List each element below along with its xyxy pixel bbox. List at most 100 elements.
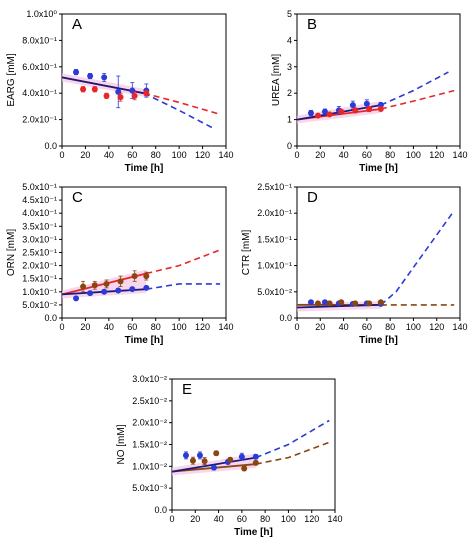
prediction-line xyxy=(255,441,330,465)
x-tick-label: 80 xyxy=(385,150,395,160)
y-tick-label: 5.0x10⁻² xyxy=(257,287,292,297)
x-tick-label: 140 xyxy=(452,150,467,160)
data-point xyxy=(314,300,321,307)
x-tick-label: 60 xyxy=(362,150,372,160)
x-tick-label: 80 xyxy=(260,514,270,524)
data-point xyxy=(252,459,259,466)
data-point xyxy=(87,290,94,297)
data-point xyxy=(80,283,87,290)
data-point xyxy=(143,90,150,97)
data-point xyxy=(103,280,110,287)
y-tick-label: 1 xyxy=(287,115,292,125)
panel-letter: A xyxy=(72,16,82,33)
x-tick-label: 100 xyxy=(172,150,187,160)
prediction-line xyxy=(143,92,221,116)
data-point xyxy=(103,92,110,99)
x-tick-label: 20 xyxy=(190,514,200,524)
x-tick-label: 100 xyxy=(172,322,187,332)
x-tick-label: 100 xyxy=(406,150,421,160)
plot-frame xyxy=(171,378,336,511)
x-tick-label: 40 xyxy=(104,322,114,332)
data-point xyxy=(131,273,138,280)
y-tick-label: 2.5x10⁻¹ xyxy=(257,182,292,192)
x-tick-label: 60 xyxy=(127,150,137,160)
y-tick-label: 1.5x10⁻² xyxy=(132,440,167,450)
data-point xyxy=(129,286,136,293)
prediction-line xyxy=(380,71,449,106)
x-tick-label: 120 xyxy=(304,514,319,524)
x-tick-label: 40 xyxy=(214,514,224,524)
x-tick-label: 40 xyxy=(339,322,349,332)
prediction-line xyxy=(146,283,221,290)
data-point xyxy=(227,456,234,463)
y-tick-label: 2.0x10⁻¹ xyxy=(22,261,57,271)
x-tick-label: 80 xyxy=(151,322,161,332)
data-point xyxy=(182,452,189,459)
y-tick-label: 5.0x10⁻³ xyxy=(132,483,167,493)
data-point xyxy=(189,457,196,464)
data-point xyxy=(143,284,150,291)
data-point xyxy=(73,69,80,76)
data-point xyxy=(117,278,124,285)
x-tick-label: 40 xyxy=(104,150,114,160)
data-point xyxy=(377,299,384,306)
x-tick-label: 100 xyxy=(281,514,296,524)
y-tick-label: 4 xyxy=(287,35,292,45)
x-tick-label: 120 xyxy=(429,150,444,160)
data-point xyxy=(238,453,245,460)
x-axis-label: Time [h] xyxy=(359,335,398,346)
plot-frame xyxy=(296,186,461,319)
data-point xyxy=(73,295,80,302)
y-tick-label: 1.0x10⁻² xyxy=(132,461,167,471)
y-axis-label: ORN [mM] xyxy=(6,229,17,276)
x-axis-label: Time [h] xyxy=(125,163,164,174)
x-tick-label: 20 xyxy=(80,322,90,332)
chart-panel-b: 0 20 40 60 80 100 120 140 0 1 2 3 4 5 Time [h] UREA [mM… xyxy=(271,9,468,174)
y-tick-label: 1.5x10⁻¹ xyxy=(257,234,292,244)
y-tick-label: 5 xyxy=(287,9,292,19)
y-tick-label: 0.0 xyxy=(44,313,57,323)
panel-letter: D xyxy=(307,189,318,206)
x-tick-label: 140 xyxy=(218,150,233,160)
panel-letter: C xyxy=(72,189,83,206)
data-point xyxy=(241,465,248,472)
y-tick-label: 6.0x10⁻¹ xyxy=(22,62,57,72)
data-point xyxy=(117,94,124,101)
x-tick-label: 0 xyxy=(59,322,64,332)
data-point xyxy=(196,452,203,459)
data-point xyxy=(143,273,150,280)
y-tick-label: 4.0x10⁻¹ xyxy=(22,88,57,98)
x-tick-label: 80 xyxy=(151,150,161,160)
x-axis-label: Time [h] xyxy=(359,163,398,174)
prediction-line xyxy=(380,210,455,306)
data-point xyxy=(252,453,259,460)
x-tick-label: 40 xyxy=(339,150,349,160)
chart-panel-a: 0 20 40 60 80 100 120 140 0.0 2.0x10⁻¹ 4.0x10⁻¹ 6.0… xyxy=(6,9,234,174)
chart-panel-d: 0 20 40 60 80 100 120 140 0.0 5.0x10⁻² 1.0x10⁻¹ 1.5… xyxy=(241,182,468,346)
data-point xyxy=(80,86,87,93)
y-tick-label: 4.0x10⁻¹ xyxy=(22,208,57,218)
data-point xyxy=(87,73,94,80)
y-tick-label: 0 xyxy=(287,141,292,151)
x-tick-label: 0 xyxy=(169,514,174,524)
x-tick-label: 120 xyxy=(195,150,210,160)
data-point xyxy=(213,450,220,457)
y-tick-label: 2.0x10⁻¹ xyxy=(257,208,292,218)
x-tick-label: 120 xyxy=(429,322,444,332)
y-tick-label: 1.0x10⁻¹ xyxy=(22,287,57,297)
y-axis-label: CTR [mM] xyxy=(241,230,252,276)
x-tick-label: 60 xyxy=(362,322,372,332)
x-tick-label: 0 xyxy=(294,322,299,332)
y-tick-label: 1.0x10⁻¹ xyxy=(257,261,292,271)
x-tick-label: 140 xyxy=(218,322,233,332)
y-tick-label: 3.0x10⁻² xyxy=(132,374,167,384)
plot-frame xyxy=(296,13,461,147)
y-tick-label: 1.0x10⁰ xyxy=(26,9,57,19)
data-point xyxy=(321,299,328,306)
x-axis-label: Time [h] xyxy=(234,527,273,538)
x-tick-label: 100 xyxy=(406,322,421,332)
prediction-line xyxy=(380,89,455,110)
y-tick-label: 3.0x10⁻¹ xyxy=(22,234,57,244)
data-point xyxy=(349,102,356,109)
